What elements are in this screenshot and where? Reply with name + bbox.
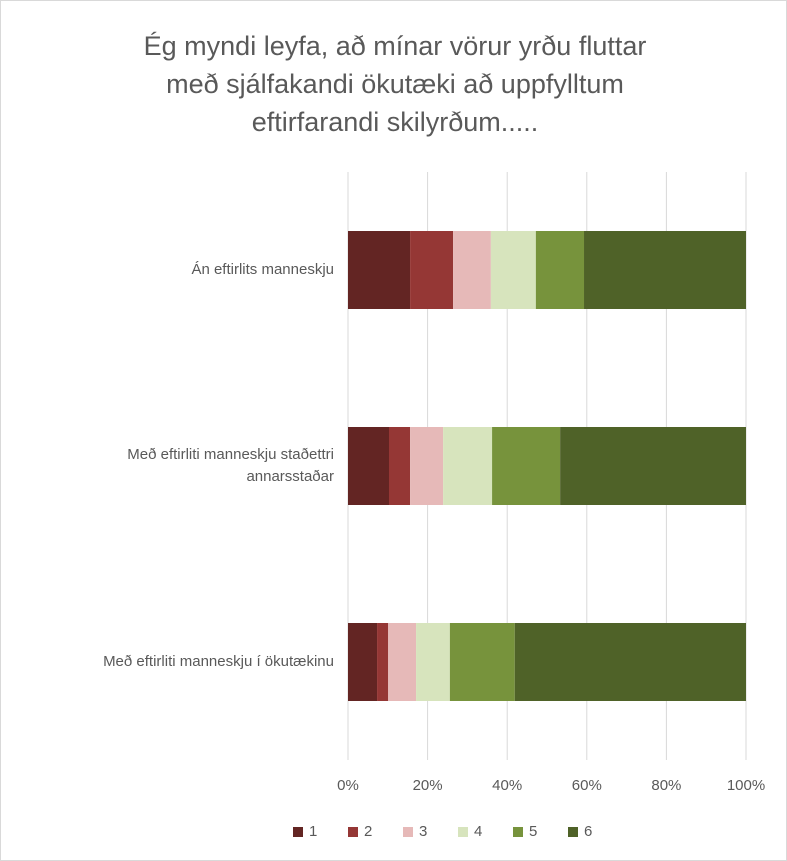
y-tick-label: Með eftirliti manneskju staðettri annars… bbox=[127, 446, 334, 485]
bar-segment bbox=[584, 231, 746, 309]
bar-segment bbox=[410, 427, 444, 505]
bar-segment bbox=[492, 427, 561, 505]
legend-label: 3 bbox=[419, 823, 427, 840]
legend-label: 1 bbox=[309, 823, 317, 840]
legend-label: 2 bbox=[364, 823, 372, 840]
legend-swatch bbox=[513, 827, 523, 837]
legend-swatch bbox=[348, 827, 358, 837]
bar-segment bbox=[560, 427, 746, 505]
chart-title: Ég myndi leyfa, að mínar vörur yrðu flut… bbox=[144, 31, 647, 61]
bar-segment bbox=[377, 623, 389, 701]
bar-segment bbox=[348, 623, 378, 701]
bar-segment bbox=[490, 231, 536, 309]
bar-segment bbox=[348, 427, 389, 505]
bar-segment bbox=[535, 231, 585, 309]
legend-swatch bbox=[458, 827, 468, 837]
x-tick-label: 0% bbox=[337, 777, 359, 794]
x-tick-label: 80% bbox=[651, 777, 681, 794]
bar-segment bbox=[514, 623, 746, 701]
bar-segment bbox=[410, 231, 454, 309]
chart-title: eftirfarandi skilyrðum..... bbox=[252, 107, 539, 137]
y-tick-label: Með eftirliti manneskju í ökutækinu bbox=[103, 653, 334, 670]
legend-swatch bbox=[568, 827, 578, 837]
bar-segment bbox=[388, 427, 411, 505]
x-tick-label: 60% bbox=[572, 777, 602, 794]
legend-label: 4 bbox=[474, 823, 482, 840]
y-tick-label: Án eftirlits manneskju bbox=[191, 261, 334, 278]
x-tick-label: 100% bbox=[727, 777, 765, 794]
x-tick-label: 40% bbox=[492, 777, 522, 794]
bar-segment bbox=[348, 231, 411, 309]
legend-swatch bbox=[293, 827, 303, 837]
bar-segment bbox=[416, 623, 450, 701]
bar-segment bbox=[443, 427, 493, 505]
chart-title: með sjálfakandi ökutæki að uppfylltum bbox=[166, 69, 624, 99]
bar-segment bbox=[388, 623, 417, 701]
x-tick-label: 20% bbox=[413, 777, 443, 794]
legend-label: 5 bbox=[529, 823, 537, 840]
legend-label: 6 bbox=[584, 823, 592, 840]
bar-segment bbox=[449, 623, 515, 701]
bar-segment bbox=[453, 231, 491, 309]
legend-swatch bbox=[403, 827, 413, 837]
